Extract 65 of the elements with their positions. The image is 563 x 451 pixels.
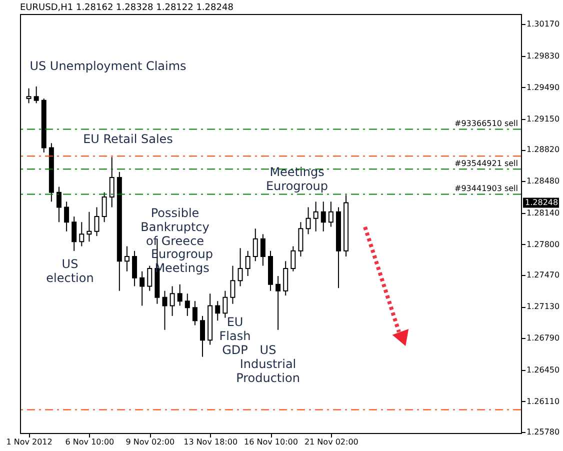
y-tick-label: 1.29490: [526, 82, 560, 92]
candlestick: [72, 216, 77, 252]
candlestick: [102, 192, 107, 223]
chart-title: EURUSD,H1 1.28162 1.28328 1.28122 1.28248: [20, 3, 234, 13]
candlestick: [140, 270, 145, 306]
candlestick: [283, 260, 288, 296]
candlestick: [320, 201, 326, 232]
candlestick: [328, 201, 334, 228]
candlestick: [222, 290, 228, 318]
candlestick: [192, 300, 198, 326]
candlestick: [132, 250, 138, 287]
y-tick-label: 1.27470: [526, 270, 560, 280]
y-tick-label: 1.26110: [526, 396, 560, 406]
y-tick-label: 1.27130: [526, 302, 560, 312]
y-tick-label: 1.28820: [526, 145, 560, 154]
candlestick: [64, 201, 70, 232]
annotation: Meetings Eurogroup: [266, 165, 328, 193]
x-tick-label: 9 Nov 02:00: [126, 438, 175, 446]
annotation: EU Flash GDP: [219, 315, 251, 357]
candlestick: [313, 201, 318, 232]
candlestick: [238, 248, 243, 287]
y-tick-label: 1.26790: [526, 334, 560, 343]
candlestick: [162, 290, 168, 330]
candlestick: [245, 250, 250, 276]
candlestick: [252, 228, 258, 262]
ref-line-label: #93366510 sell: [454, 119, 518, 128]
ref-line-label: #93544921 sell: [454, 159, 518, 168]
y-tick-label: 1.27800: [526, 240, 560, 249]
candlestick: [290, 246, 296, 272]
annotation: EU Retail Sales: [83, 132, 173, 146]
candlestick: [170, 286, 175, 316]
x-tick-label: 16 Nov 10:00: [244, 438, 298, 446]
candlestick: [298, 222, 304, 257]
x-tick-label: 1 Nov 2012: [6, 438, 52, 446]
y-tick-label: 1.29830: [526, 51, 560, 60]
candlestick: [200, 315, 206, 358]
y-tick-label: 1.30170: [526, 20, 560, 29]
text: 1.28248: [525, 198, 558, 207]
annotation: US Unemployment Claims: [30, 59, 186, 73]
candlestick: [177, 284, 182, 306]
candlestick: [276, 275, 281, 330]
y-tick-label: 1.26450: [526, 365, 560, 374]
candlestick: [215, 300, 220, 322]
candlestick: [94, 206, 100, 237]
candlestick: [260, 234, 266, 266]
candlestick: [230, 265, 236, 304]
y-tick-label: 1.28140: [526, 208, 560, 218]
y-tick-label: 1.28480: [526, 176, 560, 186]
candlestick: [79, 222, 84, 247]
candlestick: [306, 206, 311, 235]
candlestick: [124, 246, 130, 272]
annotation: US election: [46, 257, 94, 285]
x-tick-label: 6 Nov 10:00: [65, 438, 114, 446]
candlestick: [56, 186, 62, 223]
y-tick-label: 1.25780: [526, 428, 560, 437]
candlestick: [184, 293, 190, 316]
x-tick-label: 13 Nov 18:00: [184, 438, 238, 446]
y-tick-label: 1.29150: [526, 114, 560, 124]
ref-line-label: #93441903 sell: [454, 184, 518, 194]
candlestick: [26, 88, 32, 104]
candlestick: [86, 211, 92, 242]
candlestick: [34, 86, 39, 104]
candlestick: [109, 156, 114, 208]
x-tick-label: 21 Nov 02:00: [304, 438, 358, 446]
candlestick: [147, 265, 152, 292]
